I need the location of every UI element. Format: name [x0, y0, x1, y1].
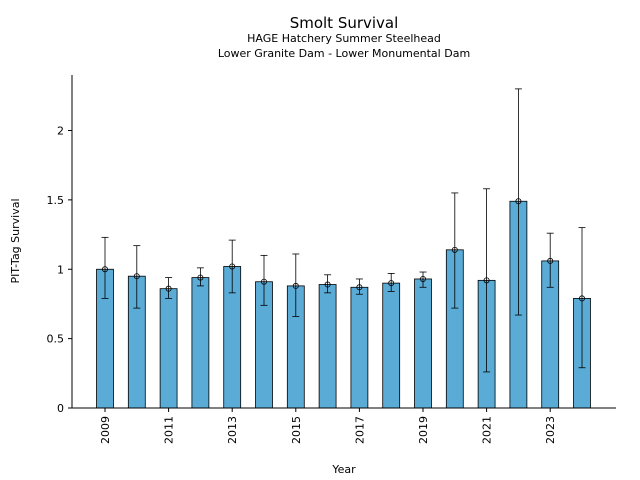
point-2017 [356, 284, 363, 291]
chart-subtitle-line-2: Lower Granite Dam - Lower Monumental Dam [218, 47, 470, 60]
x-tick-label-2013: 2013 [226, 416, 239, 444]
x-tick-label-2009: 2009 [99, 416, 112, 444]
x-tick-label-2011: 2011 [163, 416, 176, 444]
point-2021 [483, 277, 490, 284]
x-tick-label-2017: 2017 [353, 416, 366, 444]
point-2009 [102, 266, 109, 273]
point-2011 [165, 285, 172, 292]
x-tick-label-2015: 2015 [290, 416, 303, 444]
y-tick-label-4: 2 [57, 125, 64, 138]
plot-area [96, 88, 591, 409]
y-tick-label-1: 0.5 [47, 333, 65, 346]
y-tick-label-2: 1 [57, 263, 64, 276]
point-2020 [451, 246, 458, 253]
chart-title: Smolt Survival [290, 14, 399, 32]
bar-2018 [382, 282, 401, 409]
point-2024 [579, 295, 586, 302]
y-tick-label-0: 0 [57, 402, 64, 415]
point-2015 [292, 282, 299, 289]
chart-subtitle-line-1: HAGE Hatchery Summer Steelhead [247, 32, 441, 45]
point-2019 [419, 275, 426, 282]
x-axis-label: Year [331, 463, 356, 476]
x-tick-label-2019: 2019 [417, 416, 430, 444]
bar-2011 [159, 288, 178, 409]
point-2016 [324, 281, 331, 288]
point-2013 [229, 263, 236, 270]
point-2014 [260, 278, 267, 285]
y-axis-label: PIT-Tag Survival [9, 198, 22, 283]
bar-2019 [414, 278, 432, 409]
point-2010 [133, 273, 140, 280]
point-2022 [515, 198, 522, 205]
point-2012 [197, 274, 204, 281]
bar-2016 [318, 284, 337, 409]
point-2018 [388, 280, 395, 287]
x-tick-label-2021: 2021 [481, 416, 494, 444]
x-tick-label-2023: 2023 [544, 416, 557, 444]
bar-2012 [191, 277, 210, 409]
bar-2017 [350, 286, 369, 409]
y-tick-label-3: 1.5 [47, 194, 65, 207]
point-2023 [547, 257, 554, 264]
